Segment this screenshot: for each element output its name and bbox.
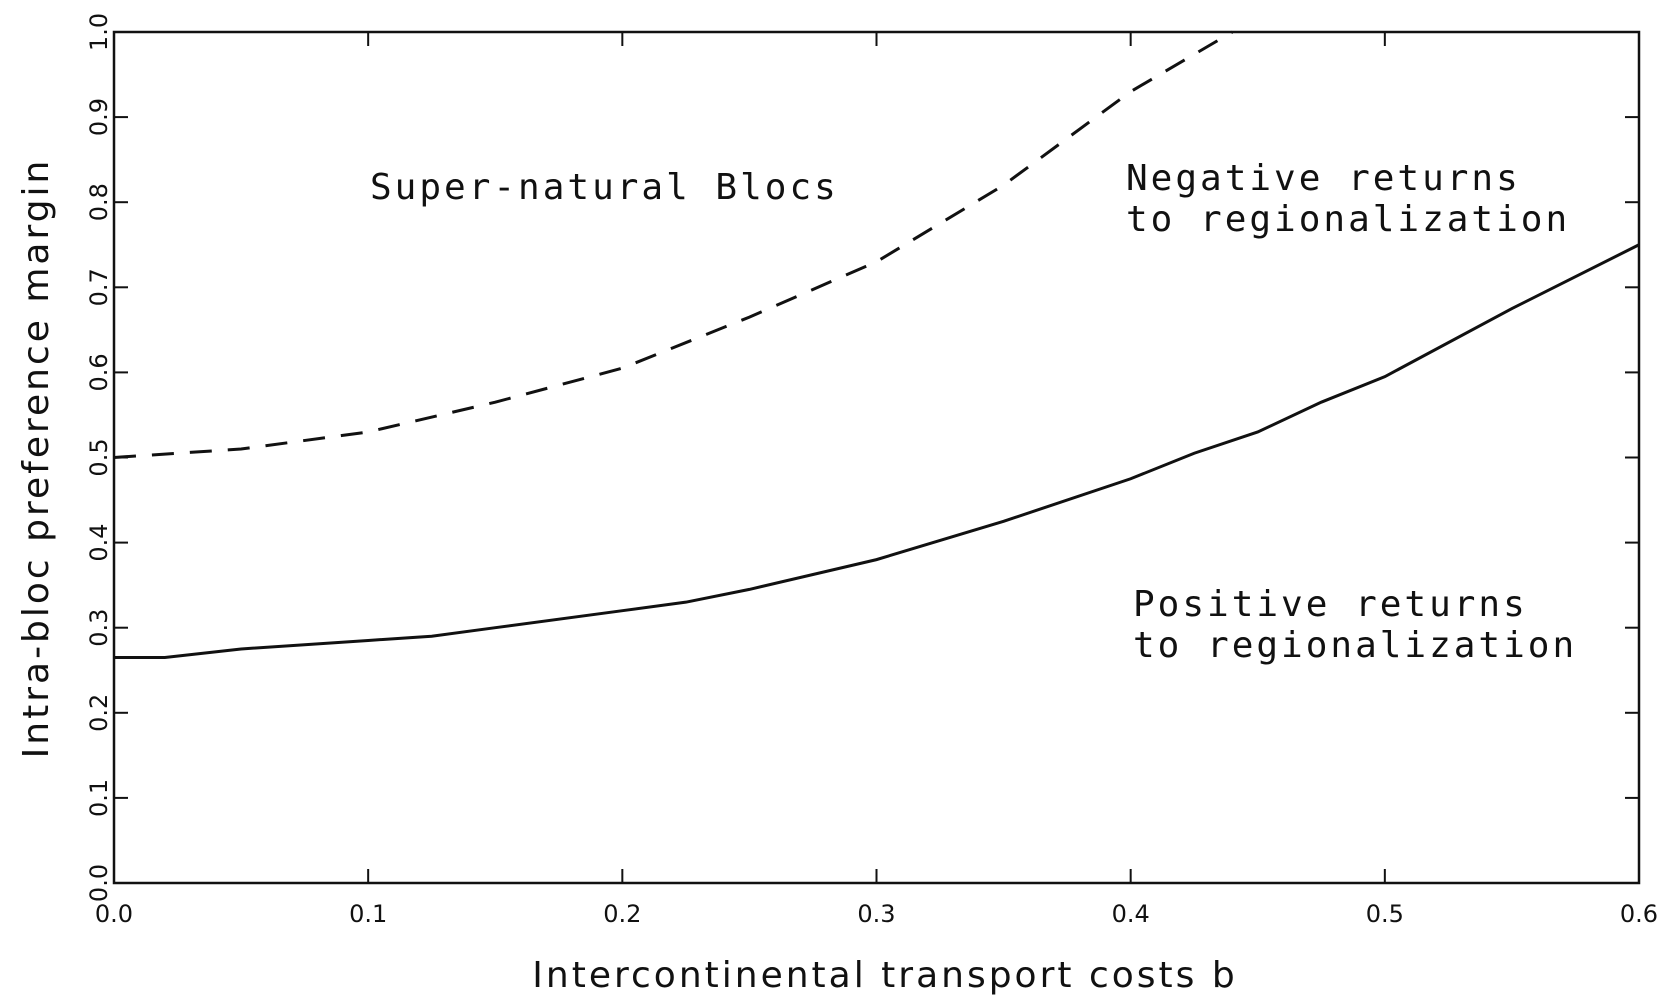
x-tick-label: 0.2 <box>603 900 641 928</box>
x-axis-label: Intercontinental transport costs b <box>532 955 1237 996</box>
y-tick-label: 0.3 <box>85 609 113 647</box>
y-tick-label: 0.2 <box>85 694 113 732</box>
y-tick-label: 0.4 <box>85 524 113 562</box>
annotation: Super-natural Blocs <box>370 167 839 208</box>
annotation: to regionalization <box>1126 199 1570 240</box>
y-tick-label: 0.0 <box>85 864 113 902</box>
x-tick-label: 0.1 <box>349 900 387 928</box>
y-tick-label: 0.5 <box>85 438 113 476</box>
annotation: to regionalization <box>1133 625 1577 666</box>
y-axis-label: Intra-bloc preference margin <box>16 158 57 759</box>
y-tick-label: 1.0 <box>85 13 113 51</box>
x-tick-label: 0.5 <box>1366 900 1404 928</box>
y-tick-label: 0.1 <box>85 779 113 817</box>
x-tick-label: 0.6 <box>1620 900 1658 928</box>
annotation: Positive returns <box>1133 584 1528 625</box>
x-tick-label: 0.0 <box>95 900 133 928</box>
y-tick-label: 0.8 <box>85 183 113 221</box>
x-tick-label: 0.4 <box>1112 900 1150 928</box>
data-line <box>114 243 1640 659</box>
annotation: Negative returns <box>1126 158 1521 199</box>
y-tick-label: 0.9 <box>85 98 113 136</box>
x-tick-label: 0.3 <box>857 900 895 928</box>
y-tick-label: 0.7 <box>85 268 113 306</box>
data-line <box>113 30 1234 459</box>
y-tick-label: 0.6 <box>85 353 113 391</box>
